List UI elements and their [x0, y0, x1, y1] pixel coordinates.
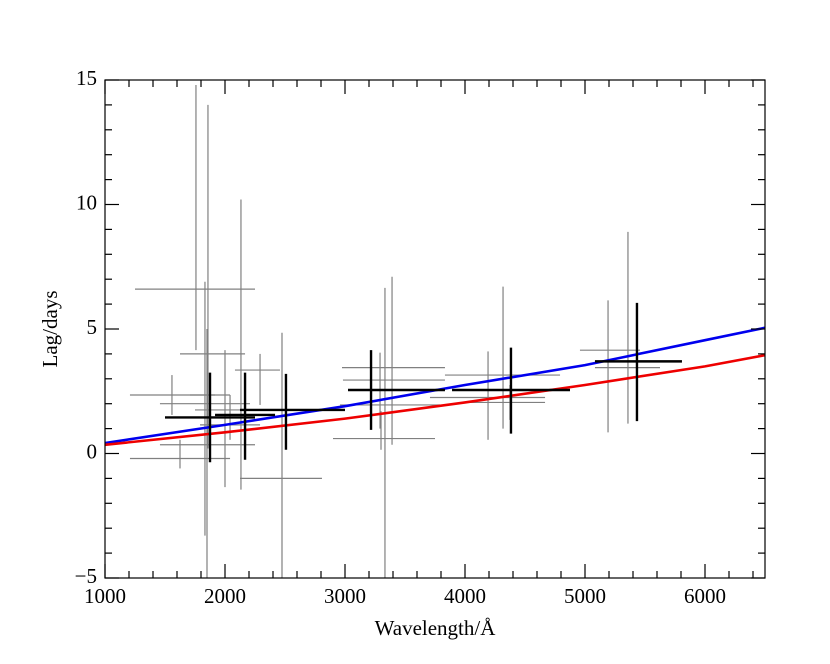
y-tick-label: −5	[75, 564, 97, 588]
x-tick-label: 4000	[444, 584, 486, 608]
x-tick-label: 6000	[684, 584, 726, 608]
y-tick-label: 10	[76, 190, 97, 214]
x-tick-label: 2000	[204, 584, 246, 608]
plot-frame	[104, 79, 766, 579]
y-tick-label: 15	[76, 66, 97, 90]
model-line	[105, 326, 765, 445]
y-axis-label: Lag/days	[38, 291, 62, 368]
x-axis-label: Wavelength/Å	[375, 616, 497, 640]
x-tick-label: 1000	[84, 584, 126, 608]
model-line	[105, 353, 765, 447]
x-tick-label: 3000	[324, 584, 366, 608]
x-tick-label: 5000	[564, 584, 606, 608]
y-tick-label: 0	[87, 439, 98, 463]
y-tick-label: 5	[87, 315, 98, 339]
